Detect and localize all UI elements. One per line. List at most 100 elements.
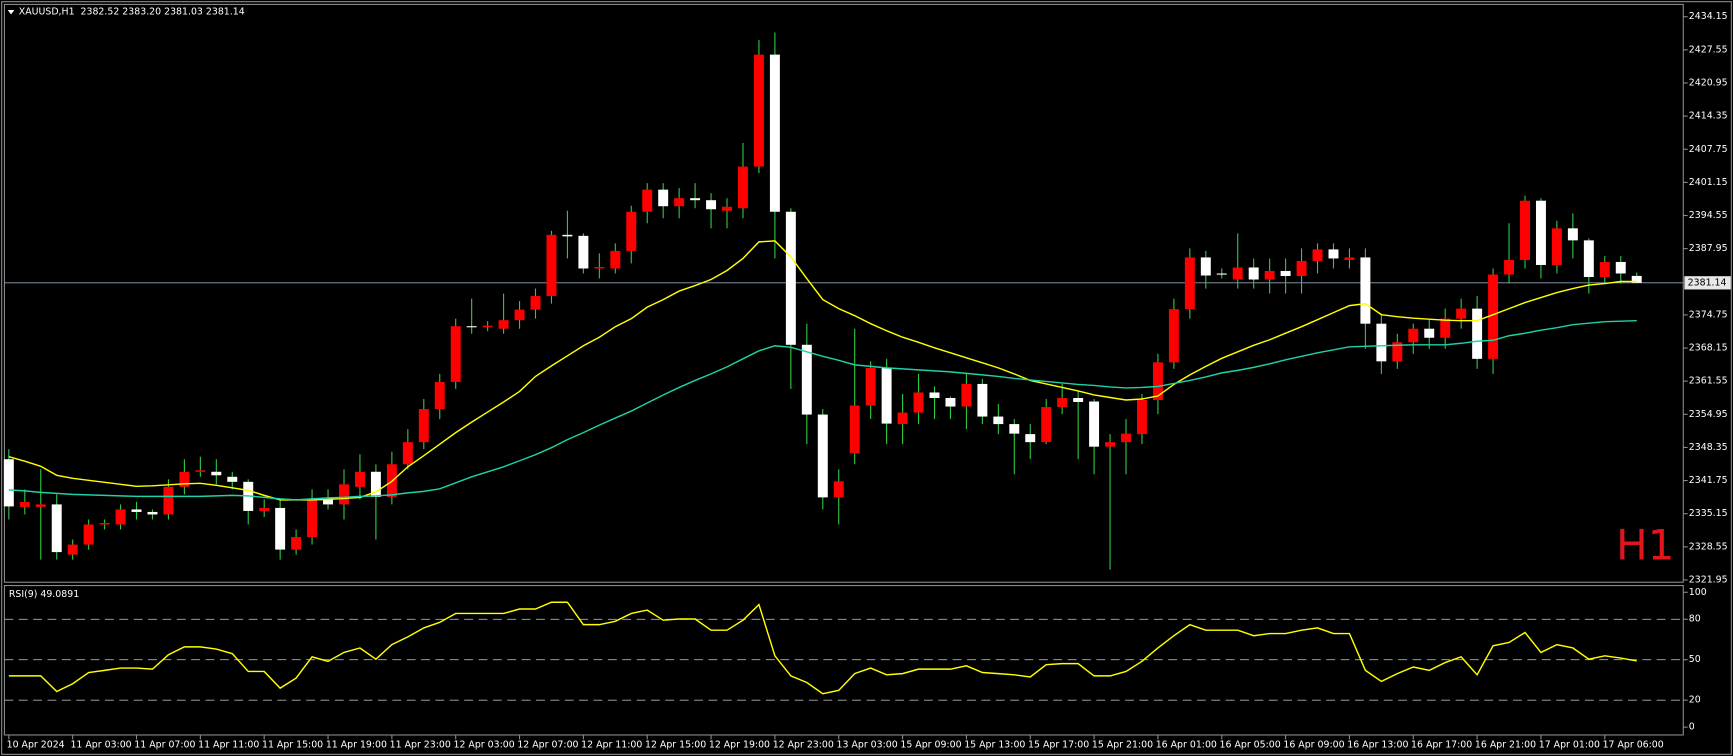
candle-body [99,522,110,525]
x-tick-label: 10 Apr 2024 [7,739,65,750]
x-tick-label: 16 Apr 05:00 [1220,739,1281,750]
x-tick-label: 12 Apr 11:00 [581,739,642,750]
candle-body [498,320,509,329]
x-tick-label: 15 Apr 09:00 [900,739,961,750]
candle-body [642,189,653,212]
x-tick-label: 11 Apr 15:00 [262,739,323,750]
moving-average [8,240,1637,501]
candle-body [370,471,381,497]
candle-body [1248,267,1259,280]
candle-body [131,509,142,512]
candle-body [1009,424,1020,434]
current-price-box [1684,276,1731,290]
candle-body [1535,200,1546,265]
y-tick-label: 2354.95 [1689,409,1728,420]
candle-body [833,481,844,498]
x-tick-label: 15 Apr 17:00 [1028,739,1089,750]
x-tick-label: 13 Apr 03:00 [837,739,898,750]
candle-body [3,459,14,507]
candle-body [1360,257,1371,324]
candle-body [147,511,158,515]
candle-body [1615,261,1626,274]
candle-body [450,326,461,382]
candle-body [19,501,30,507]
candle-body [1328,249,1339,259]
candle-body [785,211,796,345]
x-tick-label: 16 Apr 09:00 [1283,739,1344,750]
candle-body [1057,397,1068,408]
candle-body [434,381,445,410]
candle-body [881,367,892,424]
candle-body [323,499,334,505]
x-tick-label: 11 Apr 03:00 [70,739,131,750]
candle-body [482,325,493,328]
candle-body [339,484,349,505]
candle-body [658,189,669,207]
candle-body [1376,323,1387,362]
candle-body [913,392,924,413]
candle-body [275,507,286,550]
candle-body [1631,275,1642,283]
x-tick-label: 15 Apr 21:00 [1092,739,1153,750]
candle-body [977,383,988,417]
rsi-line [8,601,1637,695]
candle-body [115,509,126,525]
candle-body [1073,397,1084,403]
chart-title: XAUUSD,H1 2382.52 2383.20 2381.03 2381.1… [19,7,245,18]
candle-body [1488,274,1499,359]
candle-body [1184,257,1195,310]
x-tick-label: 17 Apr 06:00 [1603,739,1664,750]
candle-body [961,383,972,407]
candle-body [626,211,637,251]
rsi-title: RSI(9) 49.0891 [9,589,79,600]
x-tick-label: 12 Apr 03:00 [453,739,514,750]
candle-body [769,54,780,212]
x-tick-label: 15 Apr 13:00 [964,739,1025,750]
y-tick-label: 0 [1689,722,1695,733]
candle-body [259,507,270,511]
x-tick-label: 11 Apr 07:00 [134,739,195,750]
candle-body [83,524,94,545]
candle-body [993,416,1004,425]
marks: 2434.15 2427.55 2420.95 2414.35 2407.75 2401.… [3,11,1731,750]
candle-body [610,250,621,269]
candle-body [1216,273,1227,275]
candle-body [1599,261,1610,278]
y-tick-label: 20 [1689,695,1701,706]
candle-body [945,397,956,407]
x-tick-label: 16 Apr 01:00 [1156,739,1217,750]
y-tick-label: 2401.15 [1689,177,1728,188]
x-tick-label: 11 Apr 19:00 [326,739,387,750]
candle-body [1136,399,1147,435]
candle-body [354,471,365,487]
y-tick-label: 2427.55 [1689,44,1728,55]
candle-body [402,442,413,465]
x-tick-label: 17 Apr 01:00 [1539,739,1600,750]
candle-body [1424,328,1435,338]
candle-body [1121,433,1131,443]
y-tick-label: 2420.95 [1689,77,1728,88]
candle-body [227,476,238,482]
candle-body [578,235,589,269]
candle-body [35,504,46,507]
candle-body [291,537,302,550]
candle-body [1200,257,1211,276]
y-tick-label: 2328.55 [1689,541,1728,552]
y-tick-label: 100 [1689,587,1707,598]
candle-body [1504,259,1515,275]
x-tick-label: 12 Apr 07:00 [517,739,578,750]
candle-body [1392,342,1403,362]
y-tick-label: 2341.75 [1689,475,1728,486]
candle-body [865,367,876,406]
candle-body [1041,407,1052,443]
candle-body [418,409,429,443]
menu-arrow[interactable] [7,9,15,15]
candle-body [1567,228,1578,241]
candle-body [211,471,222,476]
candle-body [1583,240,1594,278]
x-tick-label: 16 Apr 21:00 [1475,739,1536,750]
candle-body [1264,270,1275,280]
candle-body [1520,200,1530,260]
candle-body [1025,434,1036,443]
